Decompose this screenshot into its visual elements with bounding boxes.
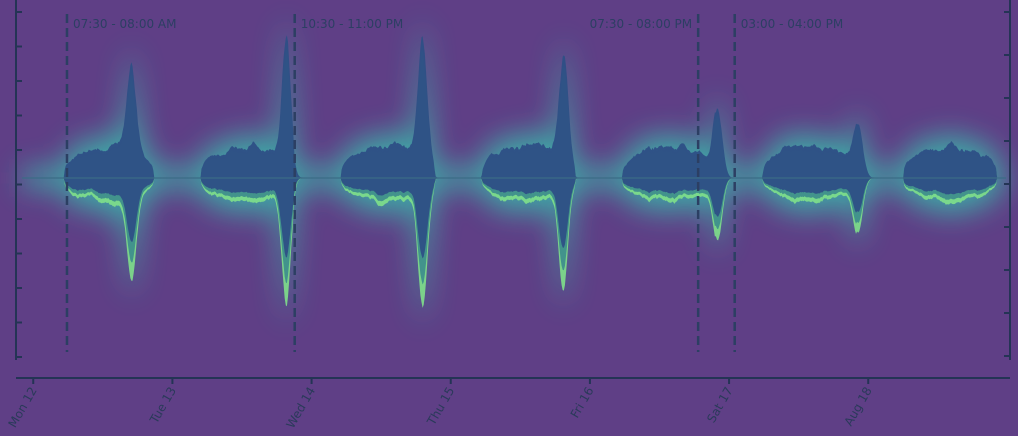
- annotation-label: 07:30 - 08:00 PM: [590, 17, 693, 31]
- stream-layer: [22, 35, 1006, 308]
- stream-series-core: [22, 35, 1006, 259]
- annotation-label: 10:30 - 11:00 PM: [301, 17, 404, 31]
- annotation-layer: 07:30 - 08:00 AM 10:30 - 11:00 PM 07:30 - …: [65, 14, 844, 352]
- annotation-label: 03:00 - 04:00 PM: [741, 17, 844, 31]
- annotation-label: 07:30 - 08:00 AM: [73, 17, 176, 31]
